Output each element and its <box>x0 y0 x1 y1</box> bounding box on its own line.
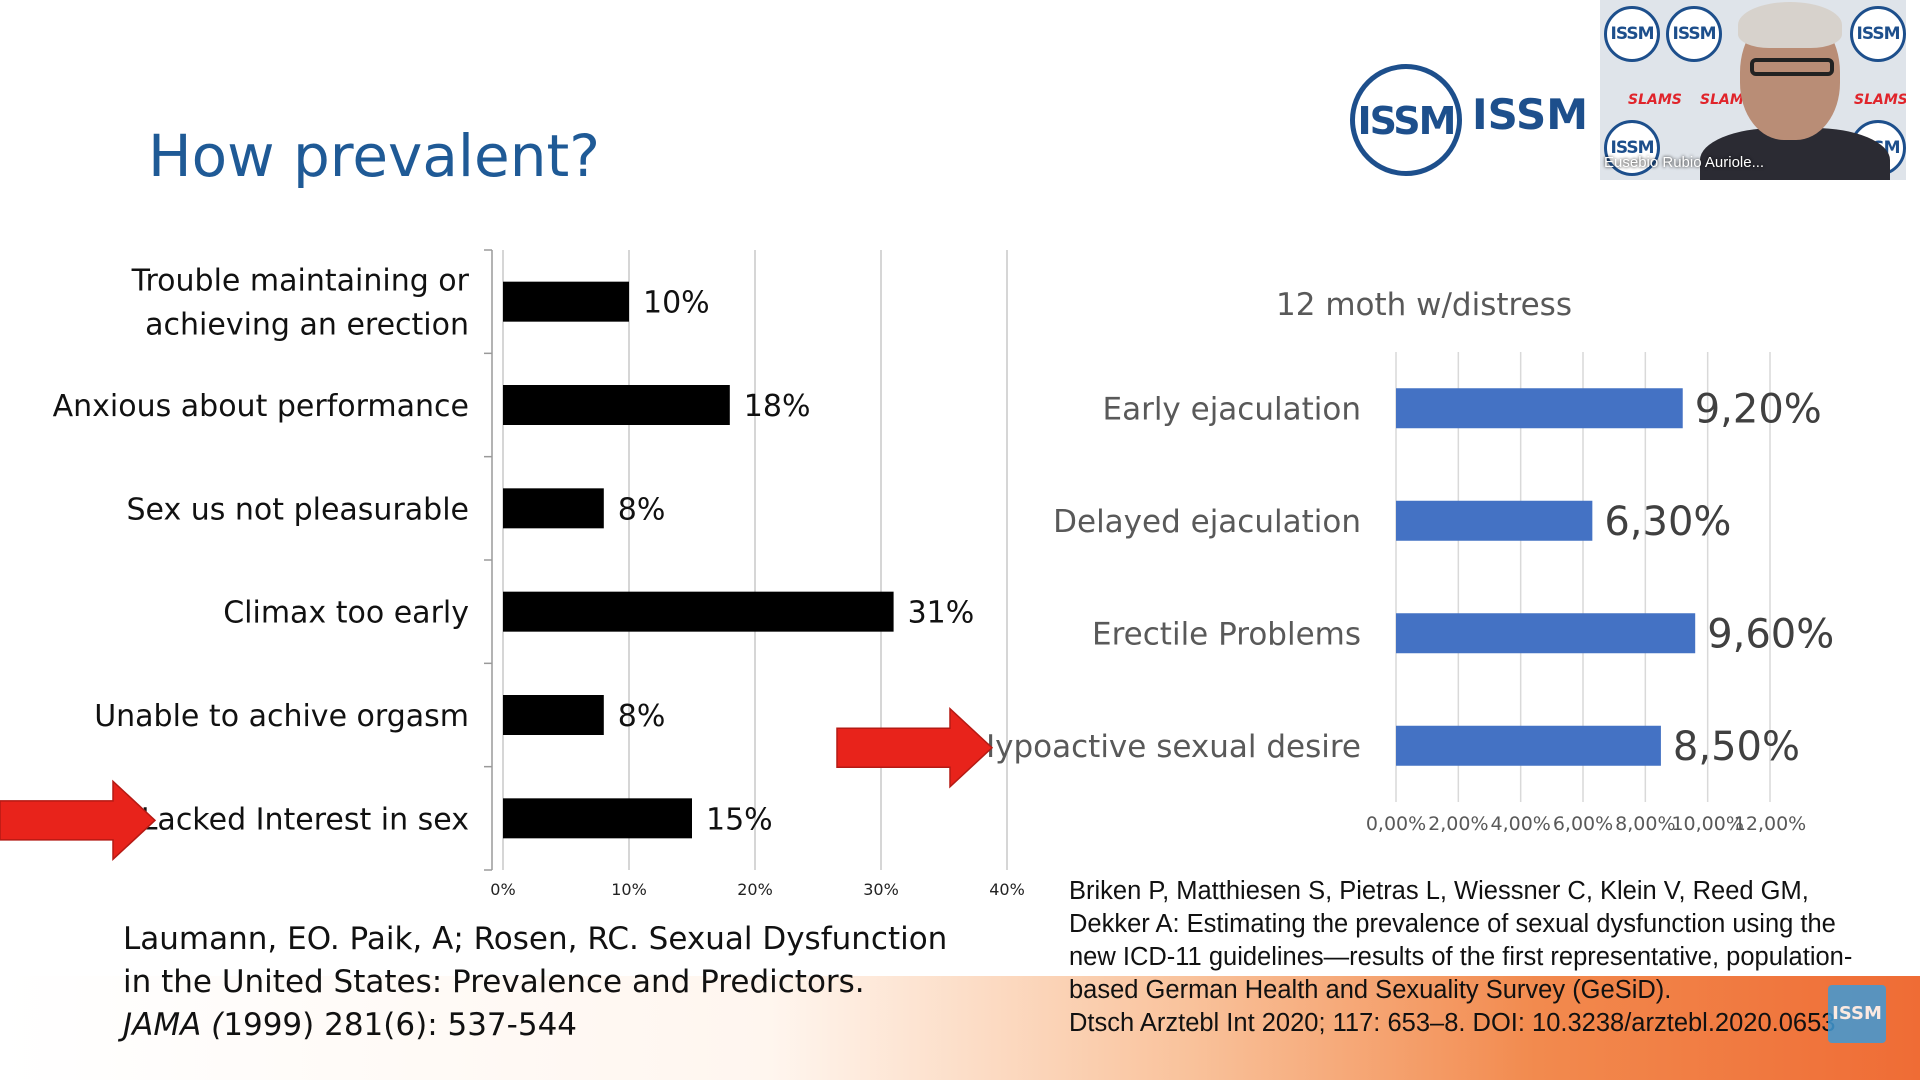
corner-issm-badge: ISSM <box>1828 985 1886 1043</box>
reference-left: Laumann, EO. Paik, A; Rosen, RC. Sexual … <box>123 918 947 1047</box>
reference-right-line-3: new ICD-11 guidelines—results of the fir… <box>1069 943 1853 971</box>
x-tick-label: 4,00% <box>1490 813 1550 835</box>
x-tick-label: 0,00% <box>1366 813 1426 835</box>
category-label: Delayed ejaculation <box>1053 504 1361 540</box>
video-badge: ISSM <box>1850 6 1906 62</box>
chart-title: 12 moth w/distress <box>1276 287 1572 323</box>
x-tick-label: 0% <box>490 880 515 899</box>
video-thumbnail[interactable]: ISSM ISSM ISSM ISSM ISSM SLAMS SLAMS SLA… <box>1600 0 1906 180</box>
video-slams-text: SLAMS <box>1854 92 1906 108</box>
bar <box>1396 388 1683 429</box>
data-label: 9,20% <box>1695 386 1822 432</box>
data-label: 8,50% <box>1673 724 1800 770</box>
category-label: Early ejaculation <box>1102 391 1361 427</box>
video-badge: ISSM <box>1666 6 1722 62</box>
issm-logo-text: ISSM <box>1357 99 1457 143</box>
bar <box>1396 725 1661 766</box>
data-label: 15% <box>706 802 773 837</box>
data-label: 8% <box>618 492 666 527</box>
participant-hair <box>1738 2 1842 48</box>
data-label: 10% <box>643 286 710 321</box>
data-label: 6,30% <box>1604 499 1731 545</box>
video-slams-text: SLAMS <box>1628 92 1682 108</box>
x-tick-label: 6,00% <box>1553 813 1613 835</box>
reference-left-citation: 1999) 281(6): 537-544 <box>223 1007 578 1043</box>
category-label: achieving an erection <box>145 308 469 343</box>
bottom-gradient-band <box>0 976 1920 1080</box>
category-label: Hypoactive sexual desire <box>972 729 1361 765</box>
reference-right-line-4: based German Health and Sexuality Survey… <box>1069 976 1672 1004</box>
x-tick-label: 40% <box>989 880 1025 899</box>
category-label: Lacked Interest in sex <box>141 802 469 837</box>
category-label: Anxious about performance <box>53 389 469 424</box>
bar <box>503 385 730 425</box>
x-tick-label: 30% <box>863 880 899 899</box>
category-label: Climax too early <box>223 596 469 631</box>
bar <box>503 798 692 839</box>
video-participant-name: Eusebio Rubio Auriole... <box>1604 154 1765 171</box>
reference-right: Briken P, Matthiesen S, Pietras L, Wiess… <box>1069 875 1919 1040</box>
highlight-arrow-icon <box>0 779 157 862</box>
video-badge: ISSM <box>1604 6 1660 62</box>
bar <box>1396 613 1696 654</box>
x-tick-label: 12,00% <box>1734 813 1806 835</box>
bar <box>503 695 604 735</box>
participant-glasses <box>1750 58 1834 76</box>
bar <box>503 281 629 322</box>
category-label: Trouble maintaining or <box>131 264 470 299</box>
bar <box>503 591 894 632</box>
x-tick-label: 10,00% <box>1671 813 1743 835</box>
x-tick-label: 8,00% <box>1615 813 1675 835</box>
reference-left-journal: JAMA ( <box>123 1007 224 1043</box>
category-label: Erectile Problems <box>1092 616 1361 652</box>
reference-right-line-5: Dtsch Arztebl Int 2020; 117: 653–8. DOI:… <box>1069 1009 1836 1037</box>
corner-badge-text: ISSM <box>1832 1003 1882 1024</box>
reference-left-line-2: in the United States: Prevalence and Pre… <box>123 964 865 1000</box>
reference-right-line-2: Dekker A: Estimating the prevalence of s… <box>1069 910 1836 938</box>
issm-logo: ISSM <box>1350 64 1462 176</box>
highlight-arrow-icon <box>836 707 994 789</box>
category-label: Unable to achive orgasm <box>94 699 469 734</box>
video-badge: ISSM <box>1604 120 1660 176</box>
bar <box>1396 500 1593 541</box>
data-label: 18% <box>744 389 811 424</box>
x-tick-label: 10% <box>611 880 647 899</box>
data-label: 31% <box>908 596 975 631</box>
x-tick-label: 2,00% <box>1428 813 1488 835</box>
reference-right-line-1: Briken P, Matthiesen S, Pietras L, Wiess… <box>1069 877 1809 905</box>
data-label: 8% <box>618 699 666 734</box>
reference-left-line-1: Laumann, EO. Paik, A; Rosen, RC. Sexual … <box>123 921 948 957</box>
category-label: Sex us not pleasurable <box>126 492 469 527</box>
data-label: 9,60% <box>1707 611 1834 657</box>
slide-title: How prevalent? <box>148 122 600 190</box>
bar <box>503 488 604 529</box>
x-tick-label: 20% <box>737 880 773 899</box>
